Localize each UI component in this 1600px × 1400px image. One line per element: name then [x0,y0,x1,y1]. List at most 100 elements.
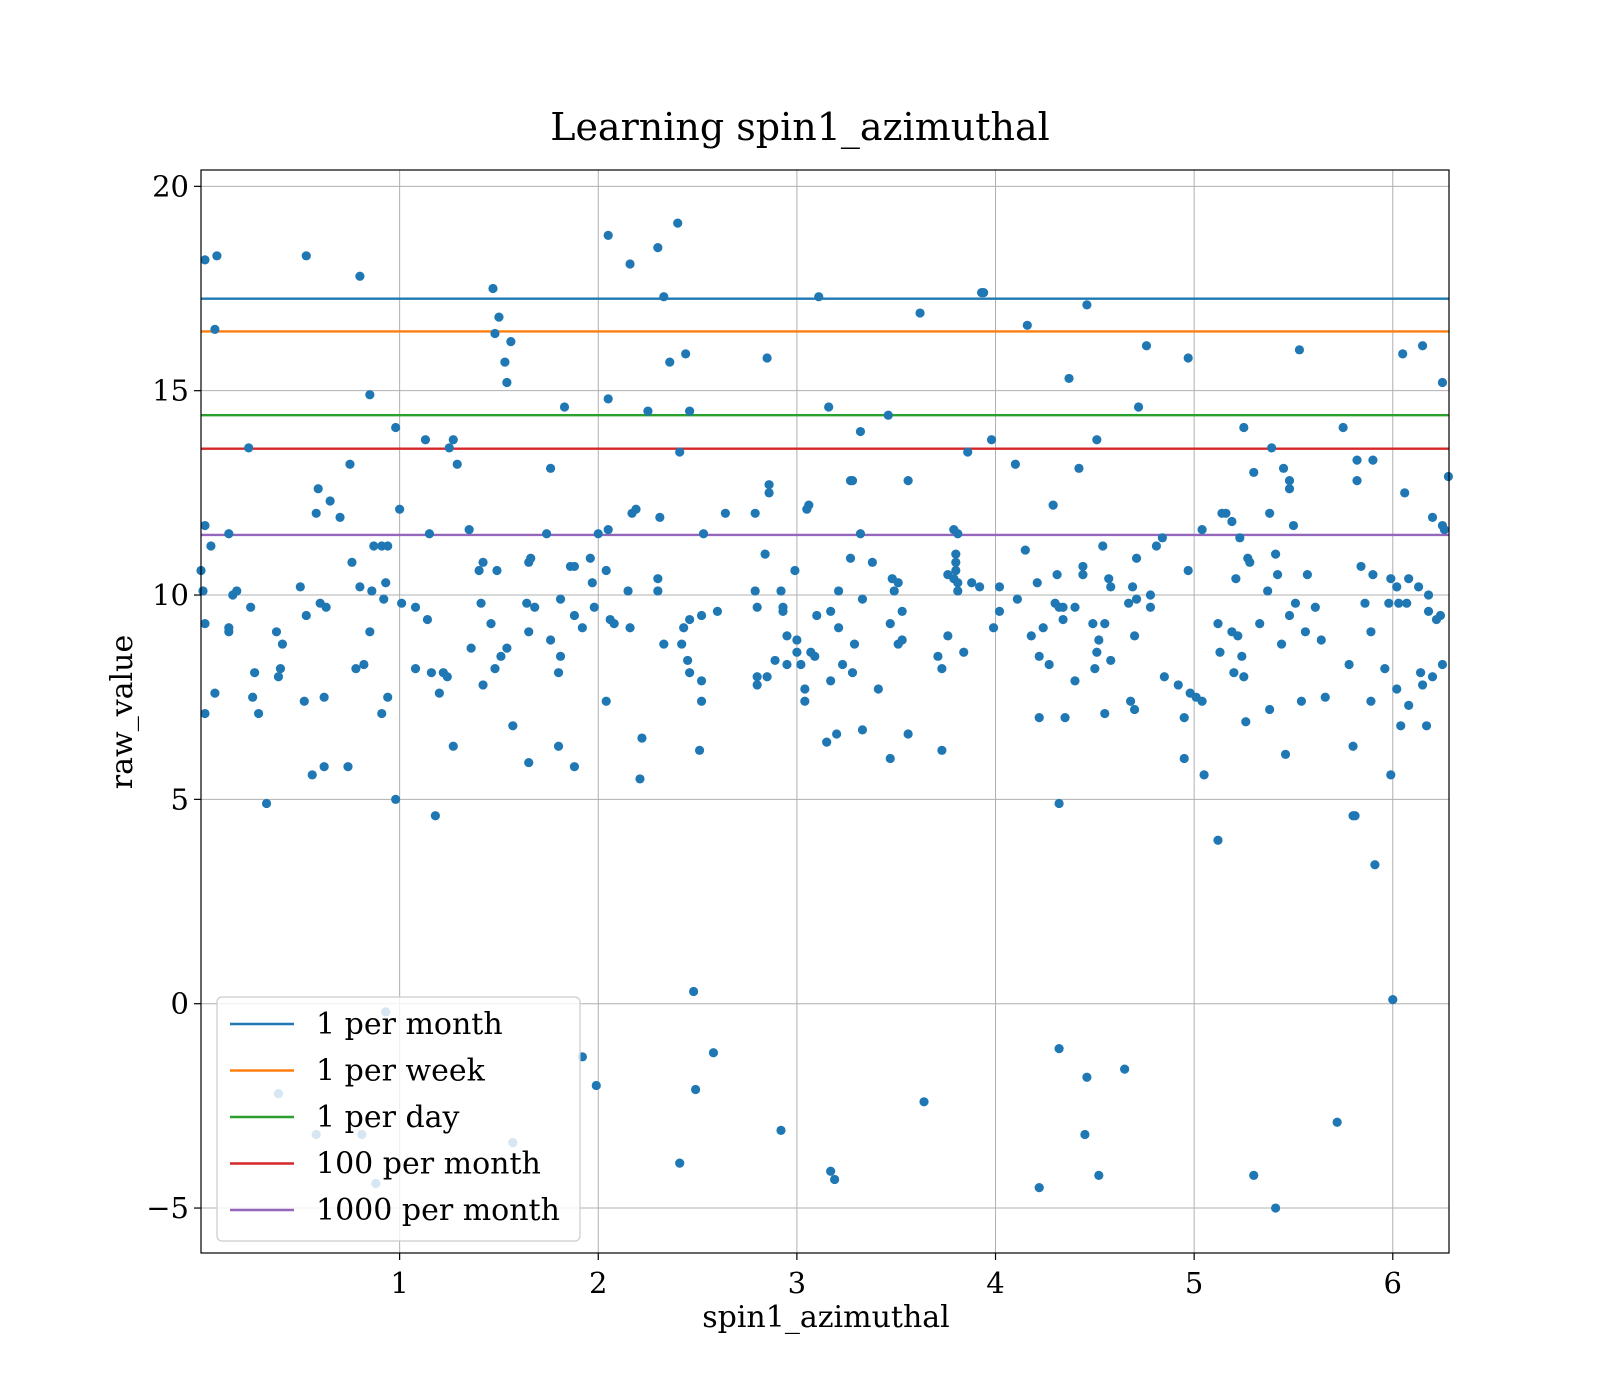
scatter-point [1310,602,1320,612]
scatter-point [367,586,377,596]
scatter-point [1270,549,1281,559]
scatter-point [424,529,435,539]
scatter-point [299,696,309,706]
scatter-point [246,602,256,612]
scatter-point [1094,1170,1104,1180]
scatter-point [696,676,707,686]
scatter-point [1249,1170,1259,1180]
scatter-point [826,676,836,686]
scatter-point [434,688,444,698]
scatter-point [1159,672,1169,682]
scatter-point [591,1080,601,1091]
y-tick-label: 15 [152,374,189,408]
scatter-point [1098,541,1108,551]
scatter-point [301,251,311,261]
scatter-point [244,443,254,453]
scatter-point [271,627,282,637]
scatter-point [1052,569,1062,580]
scatter-point [442,672,452,682]
scatter-point [810,651,820,661]
scatter-point [1183,353,1193,363]
scatter-point [490,328,500,339]
plot-frame [200,169,1450,1254]
scatter-point [1290,598,1301,608]
scatter-point [355,582,365,592]
scatter-point [359,659,369,670]
scatter-point [1402,598,1412,608]
scatter-point [569,610,580,621]
scatter-point [873,684,883,694]
scatter-point [250,668,260,678]
scatter-point [1034,1183,1044,1193]
scatter-point [1082,1072,1092,1082]
scatter-point [623,586,633,596]
scatter-point [1088,619,1098,629]
scatter-point [1129,631,1140,641]
scatter-point [822,737,832,747]
scatter-point [1415,668,1426,678]
scatter-point [720,508,730,518]
scatter-point [1034,651,1044,661]
scatter-point [555,651,566,661]
scatter-point [200,619,210,629]
scatter-point [953,578,963,588]
scatter-point [685,406,695,416]
y-tick-label: −5 [146,1191,189,1225]
scatter-point [889,586,899,596]
scatter-point [1239,672,1249,682]
scatter-point [625,623,635,633]
scatter-point [593,529,603,539]
scatter-point [391,422,401,433]
scatter-point [1127,582,1138,592]
scatter-point [569,561,580,572]
scatter-point [675,1158,685,1168]
scatter-point [696,610,707,621]
scatter-point [319,762,329,772]
scatter-point [206,541,216,551]
scatter-point [524,627,534,637]
scatter-point [1265,704,1275,715]
scatter-point [1070,602,1080,612]
scatter-point [1080,1129,1090,1140]
y-tick-label: 5 [171,782,189,816]
scatter-point [1366,696,1376,706]
scatter-point [1012,594,1022,604]
scatter-point [502,377,512,388]
legend-box [216,996,581,1242]
scatter-point [1370,860,1380,870]
scatter-point [653,243,663,253]
scatter-point [1100,708,1110,719]
scatter-point [1272,569,1283,580]
scatter-point [915,308,925,318]
scatter-point [1213,835,1223,845]
scatter-point [452,459,462,469]
scatter-point [897,635,907,645]
scatter-point [466,643,476,653]
scatter-point [834,586,844,596]
scatter-point [903,729,913,739]
scatter-point [1392,582,1402,592]
scatter-point [855,426,866,437]
scatter-point [542,529,552,539]
scatter-point [343,762,353,772]
scatter-point [776,1125,786,1135]
scatter-point [893,578,903,588]
scatter-point [951,549,961,559]
scatter-point [494,312,504,322]
scatter-point [254,708,264,719]
scatter-point [752,680,762,690]
scatter-point [1233,631,1243,641]
scatter-point [1094,635,1104,645]
scatter-point [698,529,709,539]
threshold-lines [201,297,1449,537]
x-tick-label: 2 [589,1266,607,1300]
scatter-point [1241,717,1251,727]
scatter-point [351,663,361,674]
scatter-point [1106,655,1116,666]
scatter-point [347,557,357,567]
scatter-point [1300,627,1310,637]
scatter-point [764,480,774,490]
scatter-point [1100,619,1110,629]
scatter-point [1229,668,1239,678]
scatter-point [1302,569,1312,580]
